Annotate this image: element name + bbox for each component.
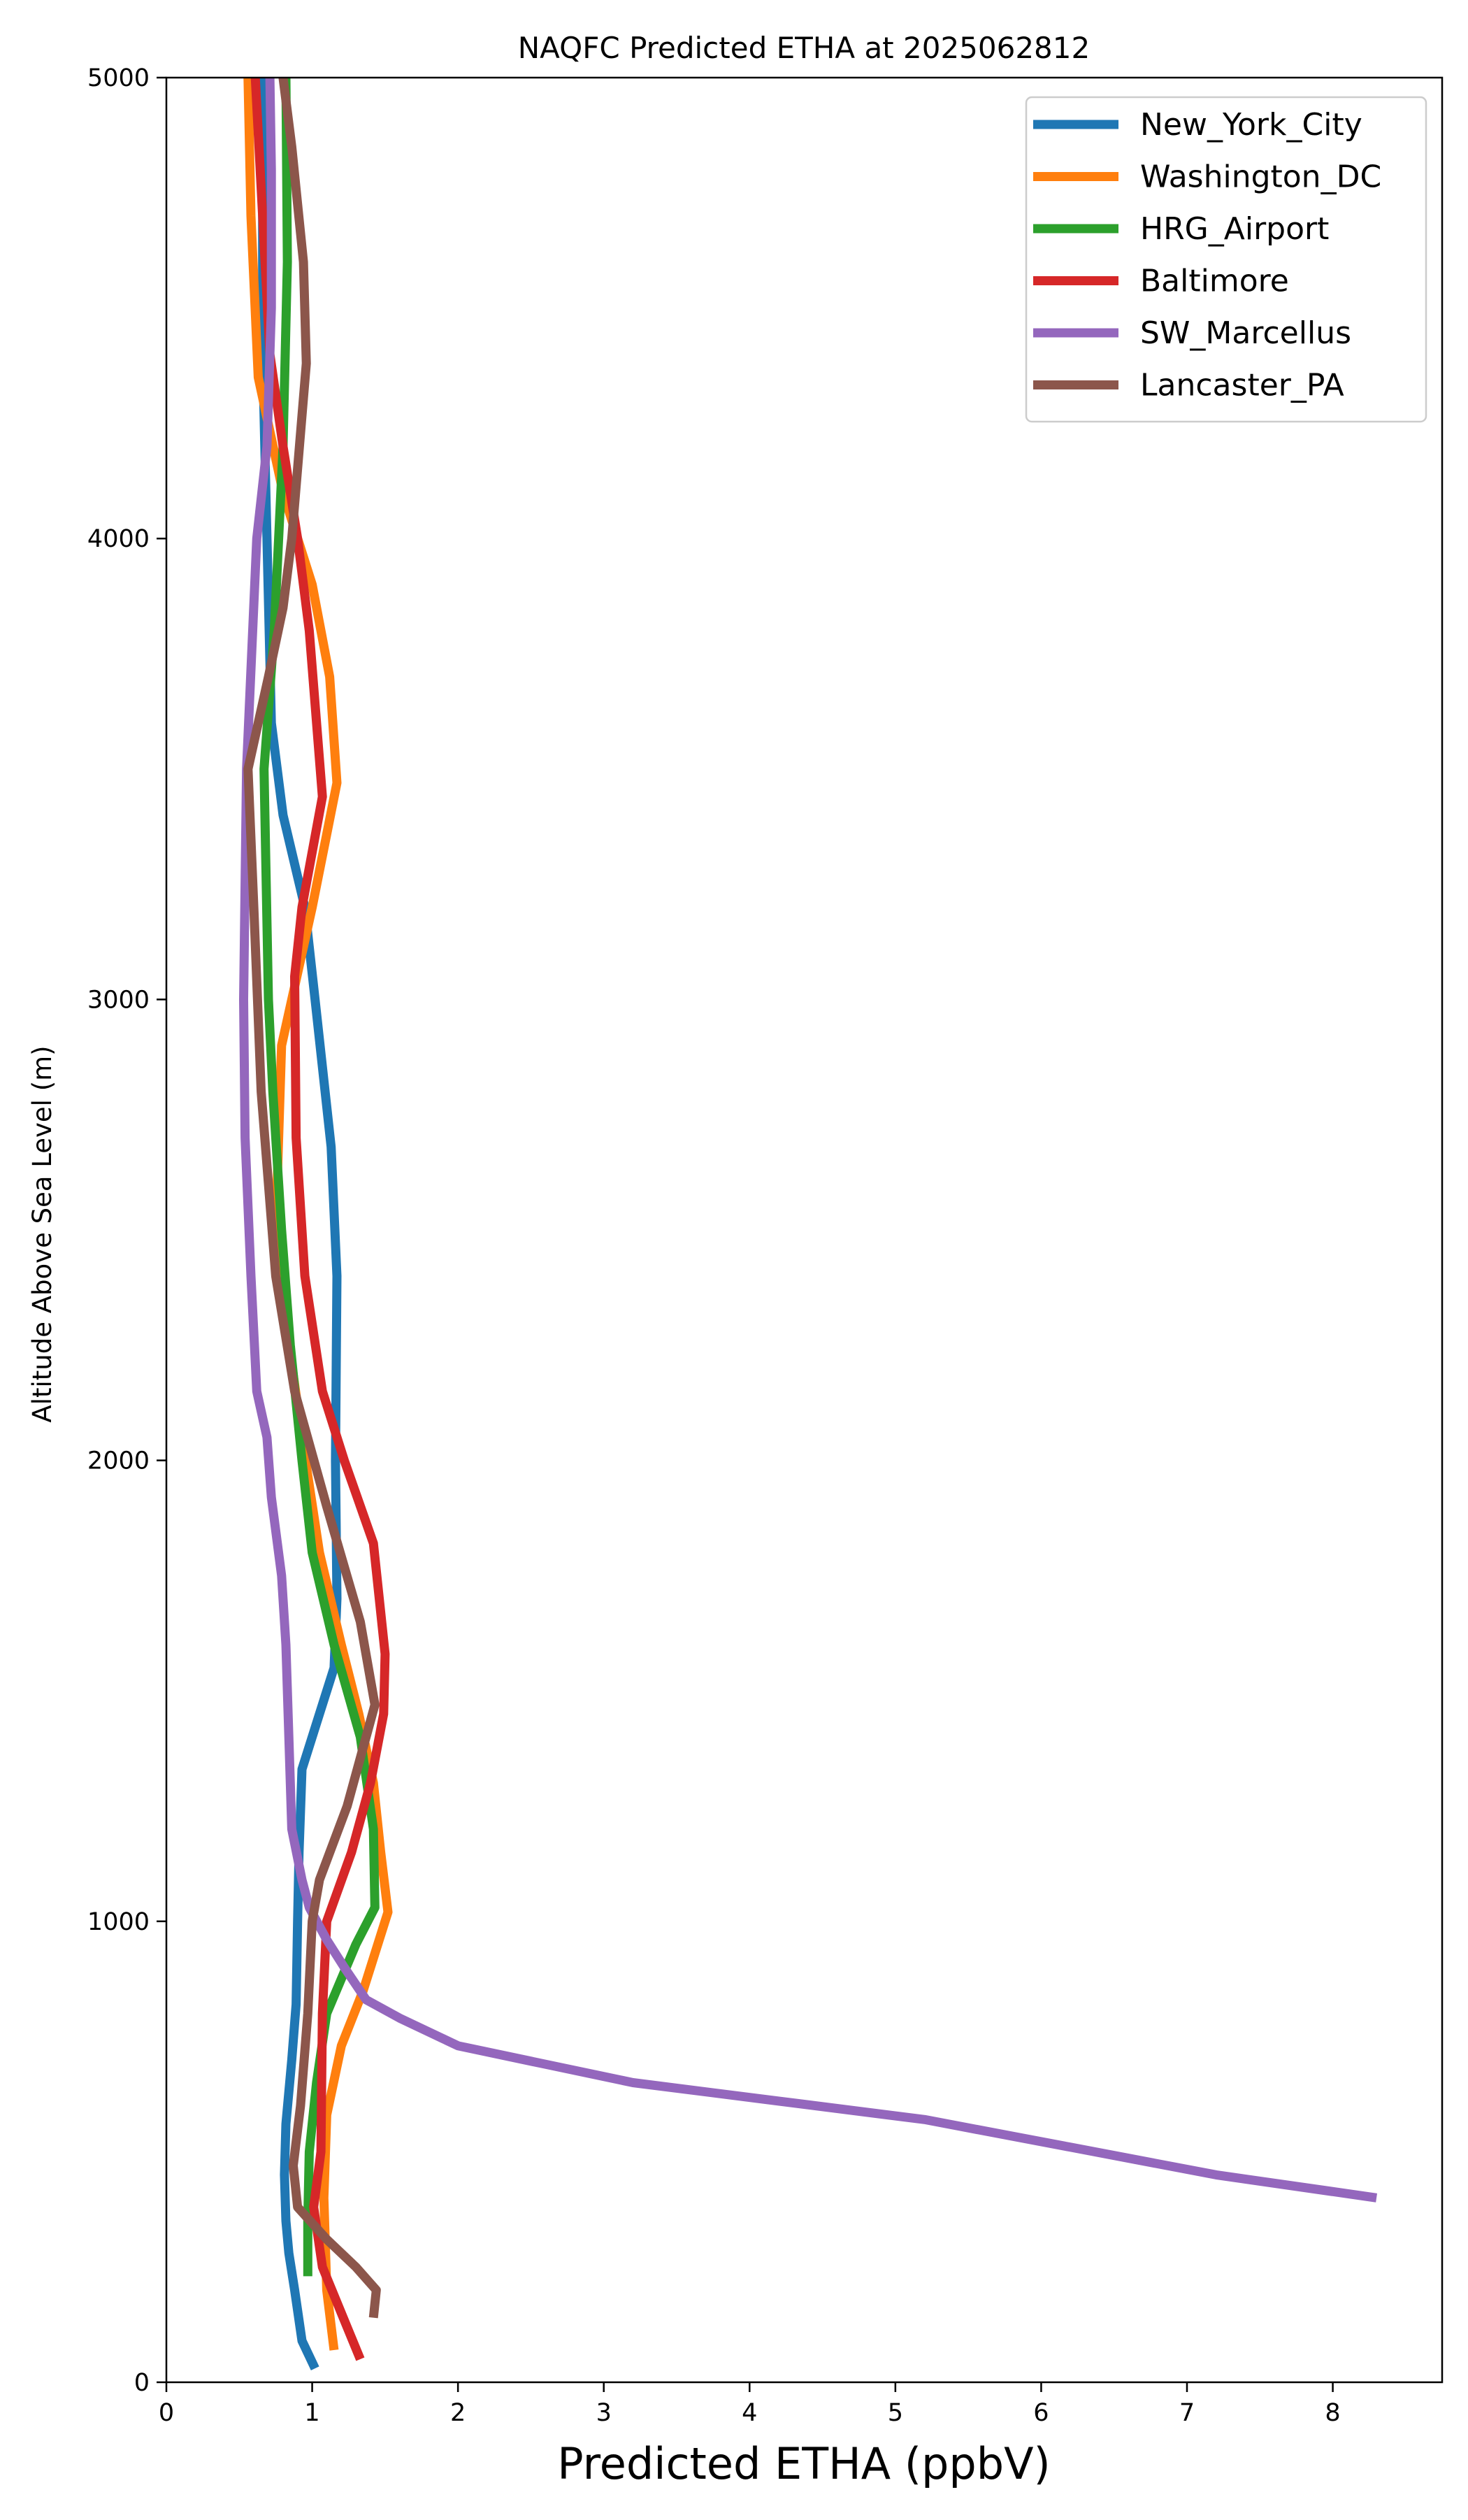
legend-label: SW_Marcellus <box>1140 315 1351 351</box>
x-tick-label: 1 <box>304 2399 319 2427</box>
legend-label: Washington_DC <box>1140 159 1381 195</box>
x-tick-label: 0 <box>159 2399 174 2427</box>
y-tick-label: 3000 <box>87 986 150 1014</box>
chart-title: NAQFC Predicted ETHA at 2025062812 <box>518 31 1090 65</box>
x-axis-ticks: 0 1 2 3 4 5 6 7 8 <box>159 2382 1341 2427</box>
legend-box <box>1025 96 1427 423</box>
y-tick-label: 4000 <box>87 525 150 553</box>
x-tick-label: 8 <box>1325 2399 1340 2427</box>
x-tick-label: 6 <box>1033 2399 1049 2427</box>
y-tick-label: 0 <box>134 2369 150 2397</box>
legend: New_York_City Washington_DC HRG_Airport Bal… <box>1025 96 1427 423</box>
y-tick-label: 5000 <box>87 64 150 92</box>
x-tick-label: 7 <box>1179 2399 1195 2427</box>
x-axis-label: Predicted ETHA (ppbV) <box>557 2438 1050 2489</box>
x-tick-label: 3 <box>596 2399 612 2427</box>
series-line-baltimore <box>250 77 390 2361</box>
axes-frame <box>165 76 1444 2384</box>
series-line-washington-dc <box>243 77 393 2351</box>
series-line-new-york-city <box>258 78 342 2370</box>
y-axis-ticks: 0 1000 2000 3000 4000 5000 <box>87 64 166 2397</box>
plot-area <box>239 77 1378 2370</box>
legend-label: HRG_Airport <box>1140 211 1329 247</box>
x-tick-label: 2 <box>450 2399 466 2427</box>
legend-label: New_York_City <box>1140 107 1362 143</box>
series-line-lancaster-pa <box>243 77 381 2319</box>
y-tick-label: 2000 <box>87 1447 150 1475</box>
x-tick-label: 5 <box>888 2399 903 2427</box>
legend-label: Lancaster_PA <box>1140 368 1344 403</box>
y-tick-label: 1000 <box>87 1908 150 1936</box>
x-tick-label: 4 <box>742 2399 757 2427</box>
y-axis-label: Altitude Above Sea Level (m) <box>27 1045 57 1422</box>
legend-label: Baltimore <box>1140 264 1289 299</box>
